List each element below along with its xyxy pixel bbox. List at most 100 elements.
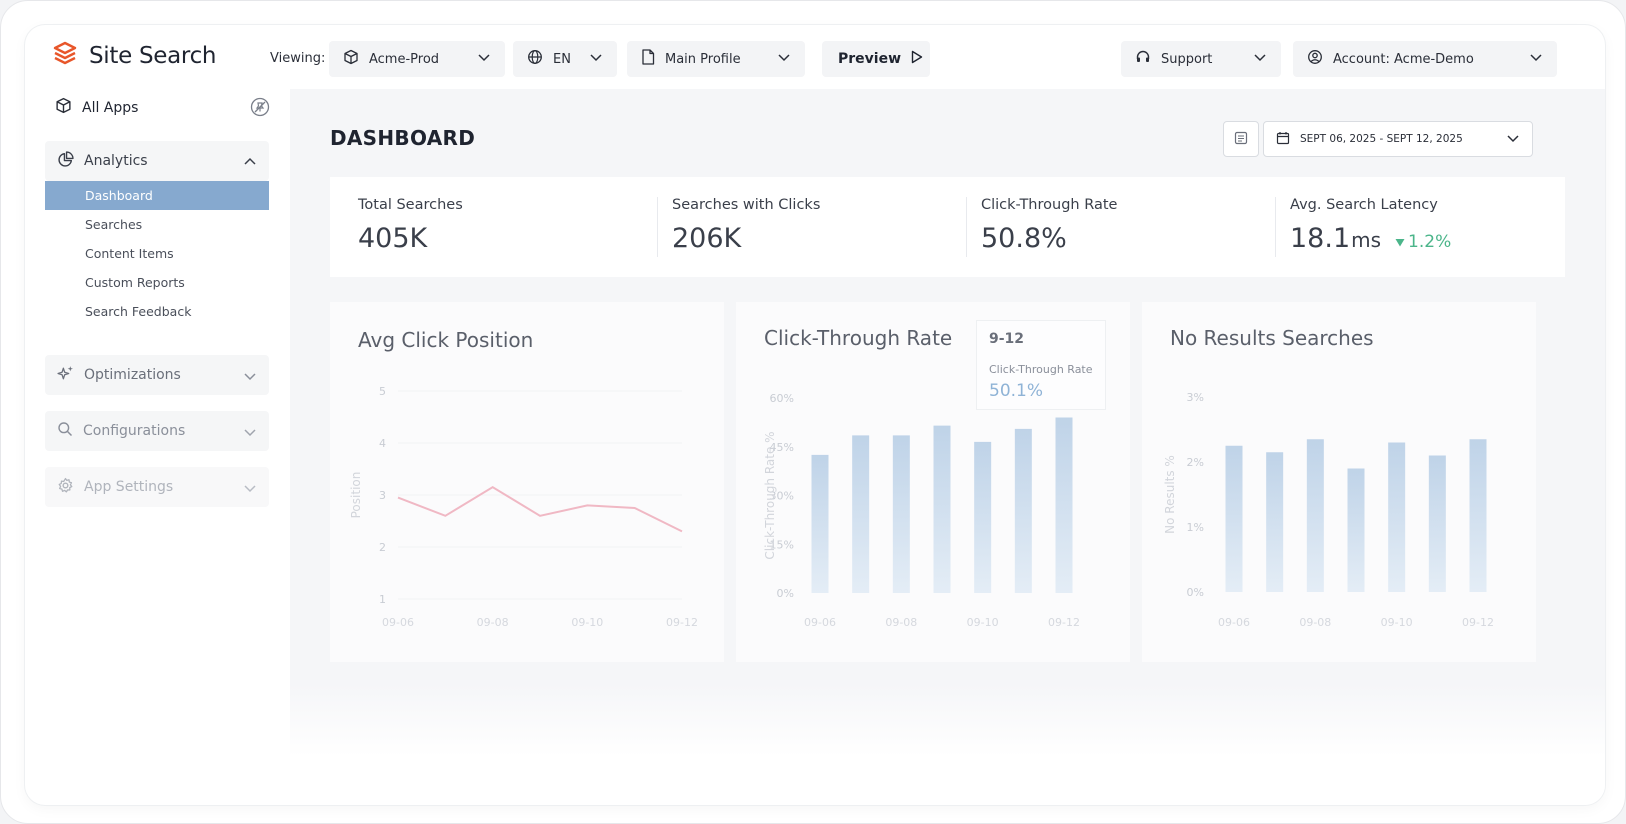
kpi-value: 206K (672, 223, 966, 254)
chevron-down-icon (243, 369, 257, 387)
kpi-avg-search-latency: Avg. Search Latency 18.1 ms 1.2% (1275, 177, 1565, 277)
calendar-icon (1276, 131, 1290, 148)
kpi-searches-with-clicks: Searches with Clicks 206K (657, 177, 966, 277)
nav-section-optimizations[interactable]: Optimizations (45, 355, 269, 395)
y-tick-label: 1 (379, 593, 386, 606)
kpi-label: Avg. Search Latency (1290, 197, 1438, 213)
x-tick-label: 09-12 (1048, 616, 1080, 629)
kpi-value: 50.8% (981, 223, 1275, 254)
tooltip-label: Click-Through Rate (989, 363, 1093, 376)
series-line (397, 486, 683, 533)
chart-card-no-results-searches: 0% 1% 2% 3% No Results % 09-06 09-08 09-10 09-12… (1142, 302, 1536, 662)
chevron-down-icon (1253, 50, 1267, 68)
chevron-down-icon (589, 50, 603, 68)
app-window: Site Search Viewing: Acme-Prod EN Main P… (25, 25, 1605, 805)
sidebar-item-label: Content Items (85, 246, 174, 261)
bar (1266, 452, 1284, 592)
chevron-down-icon (477, 50, 491, 68)
kpi-number: 50.8% (981, 223, 1067, 254)
viewing-label: Viewing: (270, 51, 326, 66)
app-select[interactable]: Acme-Prod (329, 41, 505, 77)
logo[interactable]: Site Search (53, 41, 216, 71)
bar (933, 425, 951, 593)
tooltip-date: 9-12 (989, 331, 1025, 347)
x-tick-label: 09-08 (477, 616, 509, 629)
clipboard-icon (1234, 130, 1248, 149)
sidebar-item-content-items[interactable]: Content Items (45, 239, 269, 268)
date-range-value: SEPT 06, 2025 - SEPT 12, 2025 (1300, 133, 1463, 145)
bar (1225, 445, 1243, 592)
sidebar-item-custom-reports[interactable]: Custom Reports (45, 268, 269, 297)
sidebar-item-label: Dashboard (85, 188, 153, 203)
nav-section-label: Analytics (84, 153, 148, 169)
sidebar-item-label: Searches (85, 217, 143, 232)
y-tick-label: 3% (1187, 391, 1204, 404)
y-tick-label: 2% (1187, 456, 1204, 469)
kpi-click-through-rate: Click-Through Rate 50.8% (966, 177, 1275, 277)
kpi-total-searches: Total Searches 405K (330, 177, 657, 277)
chart-tooltip: 9-12 Click-Through Rate 50.1% (976, 320, 1106, 410)
kpi-label: Total Searches (358, 197, 463, 213)
chart-title: No Results Searches (1170, 326, 1374, 350)
x-tick-label: 09-06 (804, 616, 836, 629)
kpi-label: Click-Through Rate (981, 197, 1118, 213)
nav-section-label: App Settings (84, 479, 174, 495)
nav-section-analytics[interactable]: Analytics (45, 141, 269, 181)
x-tick-label: 09-08 (1299, 616, 1331, 629)
x-tick-label: 09-06 (1218, 616, 1250, 629)
chevron-down-icon (243, 481, 257, 499)
headset-icon (1135, 49, 1151, 69)
user-circle-icon (1307, 49, 1323, 69)
bar (1428, 455, 1446, 592)
language-select[interactable]: EN (513, 41, 617, 77)
bar (892, 435, 910, 593)
y-tick-label: 60% (770, 392, 794, 405)
sidebar-item-search-feedback[interactable]: Search Feedback (45, 297, 269, 326)
date-range-picker[interactable]: SEPT 06, 2025 - SEPT 12, 2025 (1263, 121, 1533, 157)
y-axis-label: Click-Through Rate % (763, 431, 777, 559)
layers-logo-icon (53, 41, 77, 71)
account-menu[interactable]: Account: Acme-Demo (1293, 41, 1557, 77)
nav-section-configurations[interactable]: Configurations (45, 411, 269, 451)
all-apps-link[interactable]: All Apps (55, 97, 138, 118)
no-results-searches-chart: 0% 1% 2% 3% No Results % 09-06 09-08 09-10 09-12 (1163, 391, 1494, 629)
bar (1388, 442, 1406, 592)
chart-card-click-through-rate: 0% 15% 30% 45% 60% Click-Through Rate % 09-06 0… (736, 302, 1130, 662)
sidebar-item-searches[interactable]: Searches (45, 210, 269, 239)
tooltip-value: 50.1% (989, 381, 1044, 401)
chevron-down-icon (1529, 50, 1543, 68)
x-tick-label: 09-12 (666, 616, 698, 629)
y-tick-label: 45% (770, 441, 794, 454)
preview-button[interactable]: Preview (822, 41, 930, 77)
nav-section-app-settings[interactable]: App Settings (45, 467, 269, 507)
globe-icon (527, 49, 543, 69)
app-select-value: Acme-Prod (369, 51, 440, 67)
nav-section-label: Optimizations (84, 367, 181, 383)
profile-select[interactable]: Main Profile (627, 41, 805, 77)
kpi-number: 18.1 (1290, 223, 1351, 254)
y-tick-label: 0% (1187, 586, 1204, 599)
y-axis-label: Position (349, 472, 363, 519)
bar (974, 441, 992, 593)
content-fade (290, 684, 1605, 805)
sidebar-item-label: Custom Reports (85, 275, 185, 290)
kpi-trend: 1.2% (1395, 232, 1451, 252)
sparkles-icon (57, 365, 74, 386)
support-menu[interactable]: Support (1121, 41, 1281, 77)
kpi-value: 18.1 ms 1.2% (1290, 223, 1565, 254)
bar (852, 435, 870, 593)
report-settings-button[interactable] (1223, 121, 1259, 157)
preview-button-label: Preview (838, 51, 902, 67)
kpi-strip: Total Searches 405K Searches with Clicks… (330, 177, 1565, 277)
page-title: DASHBOARD (330, 126, 476, 150)
unpin-sidebar-icon[interactable] (250, 97, 270, 121)
click-through-rate-chart: 0% 15% 30% 45% 60% Click-Through Rate % 09-06 0… (763, 392, 1080, 629)
y-tick-label: 5 (379, 385, 386, 398)
x-tick-label: 09-10 (571, 616, 603, 629)
y-tick-label: 1% (1187, 521, 1204, 534)
gear-icon (57, 477, 74, 498)
all-apps-label: All Apps (82, 99, 139, 116)
bar (1306, 439, 1324, 592)
bar (1347, 468, 1365, 592)
sidebar-item-dashboard[interactable]: Dashboard (45, 181, 269, 210)
